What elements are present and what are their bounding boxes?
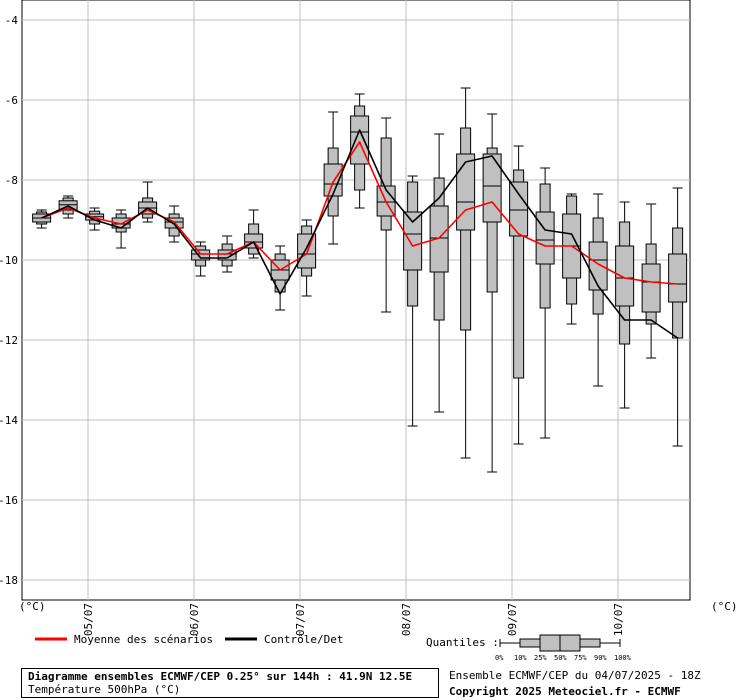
run-info: Ensemble ECMWF/CEP du 04/07/2025 - 18Z	[449, 669, 701, 682]
box-p25-p75	[615, 245, 635, 307]
box-p25-p75	[668, 253, 688, 303]
box-p25-p75	[509, 181, 529, 237]
box-plot	[191, 241, 211, 277]
box-plot	[641, 203, 661, 359]
x-tick-label: 05/07	[82, 603, 95, 636]
x-axis-ticks: 05/07 06/07 07/07 08/07 09/07 10/07	[82, 603, 625, 636]
box-plot	[482, 113, 502, 473]
legend-q10: 10%	[514, 654, 527, 662]
chart-grid	[21, 0, 691, 601]
box-p25-p75	[323, 163, 343, 197]
control-series-line	[41, 129, 679, 339]
box-plot	[456, 87, 476, 459]
legend-q75: 75%	[574, 654, 587, 662]
x-tick-label: 07/07	[294, 603, 307, 636]
y-unit-left: (°C)	[19, 600, 46, 613]
ensemble-chart: -4 -6 -8 -10 -12 -14 -16 -18 05/07 06/07 07/07 08/…	[0, 0, 738, 662]
box-plot	[509, 145, 529, 445]
box-p25-p75	[217, 249, 237, 261]
mean-series-line	[41, 141, 678, 285]
y-tick-label: -18	[0, 574, 18, 587]
legend-q0: 0%	[495, 654, 504, 662]
x-tick-label: 08/07	[400, 603, 413, 636]
box-plot	[615, 201, 635, 409]
box-p25-p75	[429, 205, 449, 273]
chart-title-box: Diagramme ensembles ECMWF/CEP 0.25° sur …	[21, 668, 439, 698]
box-p25-p75	[403, 211, 423, 271]
legend-mean-label: Moyenne des scénarios	[74, 633, 213, 646]
legend-control-label: Contrôle/Det	[264, 633, 343, 646]
y-tick-label: -6	[5, 94, 18, 107]
y-unit-right: (°C)	[711, 600, 738, 613]
box-p25-p75	[456, 153, 476, 231]
legend: Moyenne des scénarios Contrôle/Det Quant…	[35, 633, 632, 662]
box-plot	[429, 133, 449, 413]
x-tick-label: 06/07	[188, 603, 201, 636]
legend-quantiles-label: Quantiles :	[426, 636, 499, 649]
x-tick-label: 10/07	[612, 603, 625, 636]
box-p25-p75	[482, 153, 502, 223]
legend-q100: 100%	[614, 654, 632, 662]
box-p25-p75	[191, 249, 211, 261]
chart-title: Diagramme ensembles ECMWF/CEP 0.25° sur …	[28, 670, 413, 683]
box-p10-p90	[513, 169, 525, 379]
y-axis-ticks: -4 -6 -8 -10 -12 -14 -16 -18	[0, 14, 18, 587]
y-tick-label: -14	[0, 414, 18, 427]
box-p25-p75	[641, 263, 661, 313]
box-p25-p75	[535, 211, 555, 265]
legend-q25: 25%	[534, 654, 547, 662]
copyright: Copyright 2025 Meteociel.fr - ECMWF	[449, 685, 681, 698]
legend-q50: 50%	[554, 654, 567, 662]
y-tick-label: -8	[5, 174, 18, 187]
y-tick-label: -12	[0, 334, 18, 347]
chart-subtitle: Température 500hPa (°C)	[28, 683, 181, 696]
box-plot	[403, 175, 423, 427]
legend-q90: 90%	[594, 654, 607, 662]
y-tick-label: -4	[5, 14, 19, 27]
plot-area	[21, 0, 691, 601]
legend-quantile-box	[499, 634, 621, 652]
y-tick-label: -16	[0, 494, 18, 507]
box-p10-p90	[380, 137, 392, 231]
box-p25-p75	[588, 241, 608, 291]
chart-lines	[41, 129, 679, 339]
y-tick-label: -10	[0, 254, 18, 267]
x-tick-label: 09/07	[506, 603, 519, 636]
